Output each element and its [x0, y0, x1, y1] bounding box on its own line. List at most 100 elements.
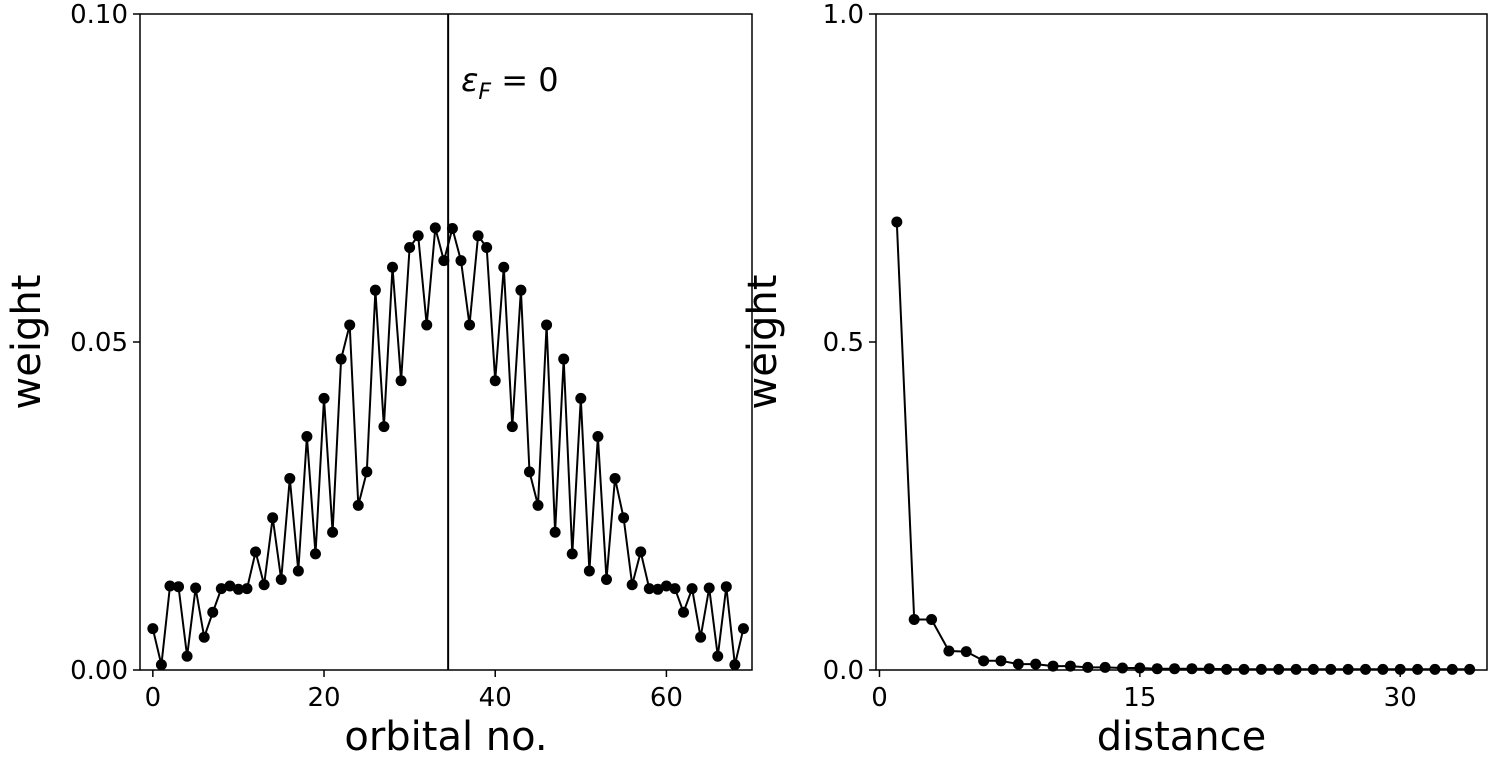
data-point: [926, 613, 938, 625]
data-point: [421, 319, 433, 331]
data-point: [1307, 663, 1319, 675]
y-axis-label: weight: [4, 275, 50, 410]
x-axis-label: distance: [1097, 714, 1267, 760]
data-point: [1151, 663, 1163, 675]
data-point: [395, 375, 407, 387]
data-point: [250, 546, 262, 558]
data-point: [1134, 662, 1146, 674]
data-point: [960, 646, 972, 658]
data-point: [1221, 663, 1233, 675]
data-point: [352, 499, 364, 511]
data-point: [720, 581, 732, 593]
data-point: [498, 261, 510, 273]
y-tick-label: 0.0: [823, 656, 864, 686]
data-point: [1047, 660, 1059, 672]
data-point: [215, 583, 227, 595]
data-point: [737, 623, 749, 635]
data-point: [703, 582, 715, 594]
data-point: [669, 583, 681, 595]
data-point: [515, 284, 527, 296]
data-point: [686, 583, 698, 595]
data-point: [566, 548, 578, 560]
data-point: [1203, 663, 1215, 675]
axes-frame: [875, 13, 1488, 671]
data-point: [438, 255, 450, 267]
x-tick-label: 40: [479, 683, 512, 713]
data-point: [369, 284, 381, 296]
x-tick-label: 0: [145, 683, 162, 713]
data-point: [626, 579, 638, 591]
epsilon-symbol: ε: [461, 61, 478, 99]
y-tick-label: 0.5: [823, 328, 864, 358]
axes-frame: [139, 13, 753, 671]
data-point: [472, 230, 484, 242]
data-point: [1030, 658, 1042, 670]
left-plot-panel: 0 20 40 60 0.00 0.05 0.10 orbital no. weight εF =…: [4, 0, 753, 760]
data-point: [241, 583, 253, 595]
data-point: [464, 319, 476, 331]
x-tick-label: 60: [650, 683, 683, 713]
data-point: [1186, 663, 1198, 675]
data-point: [412, 230, 424, 242]
data-point: [284, 472, 296, 484]
data-point: [575, 392, 587, 404]
data-point: [173, 581, 185, 593]
data-point: [455, 255, 467, 267]
data-point: [1377, 663, 1389, 675]
data-point: [1255, 663, 1267, 675]
data-point: [1099, 661, 1111, 673]
data-point: [1116, 662, 1128, 674]
data-point: [301, 430, 313, 442]
data-point: [712, 650, 724, 662]
data-point: [361, 466, 373, 478]
data-point: [1412, 663, 1424, 675]
data-point: [404, 242, 416, 254]
data-point: [1342, 663, 1354, 675]
data-point: [181, 650, 193, 662]
data-point: [147, 623, 159, 635]
data-point: [549, 526, 561, 538]
data-point: [378, 421, 390, 433]
data-point: [344, 319, 356, 331]
right-plot-panel: 0 15 30 0.0 0.5 1.0 distance weight: [740, 0, 1488, 760]
y-axis-label: weight: [740, 275, 786, 410]
data-point: [309, 548, 321, 560]
data-point: [387, 261, 399, 273]
data-point: [1082, 661, 1094, 673]
data-point: [267, 512, 279, 524]
data-point: [1290, 663, 1302, 675]
y-tick-label: 1.0: [823, 0, 864, 30]
data-point: [695, 631, 707, 643]
data-point: [943, 645, 955, 657]
data-point: [583, 565, 595, 577]
data-point: [635, 546, 647, 558]
x-tick-label: 20: [307, 683, 340, 713]
data-point: [335, 353, 347, 365]
data-point: [652, 583, 664, 595]
data-point: [1064, 660, 1076, 672]
y-tick-label: 0.10: [70, 0, 128, 30]
data-point: [1325, 663, 1337, 675]
data-point: [558, 353, 570, 365]
data-point: [258, 579, 270, 591]
data-point: [600, 573, 612, 585]
data-point: [292, 565, 304, 577]
x-tick-label: 15: [1123, 683, 1156, 713]
data-point: [660, 580, 672, 592]
x-axis-label: orbital no.: [344, 714, 547, 760]
data-point: [978, 655, 990, 667]
data-point: [232, 583, 244, 595]
data-point: [429, 222, 441, 234]
data-point: [541, 319, 553, 331]
data-point: [1012, 658, 1024, 670]
data-point: [643, 583, 655, 595]
data-point: [618, 512, 630, 524]
data-point: [891, 216, 903, 228]
data-point: [523, 466, 535, 478]
y-tick-label: 0.05: [70, 328, 128, 358]
x-tick-label: 0: [871, 683, 888, 713]
data-point: [198, 631, 210, 643]
data-point: [446, 223, 458, 235]
fermi-subscript: F: [478, 80, 491, 105]
